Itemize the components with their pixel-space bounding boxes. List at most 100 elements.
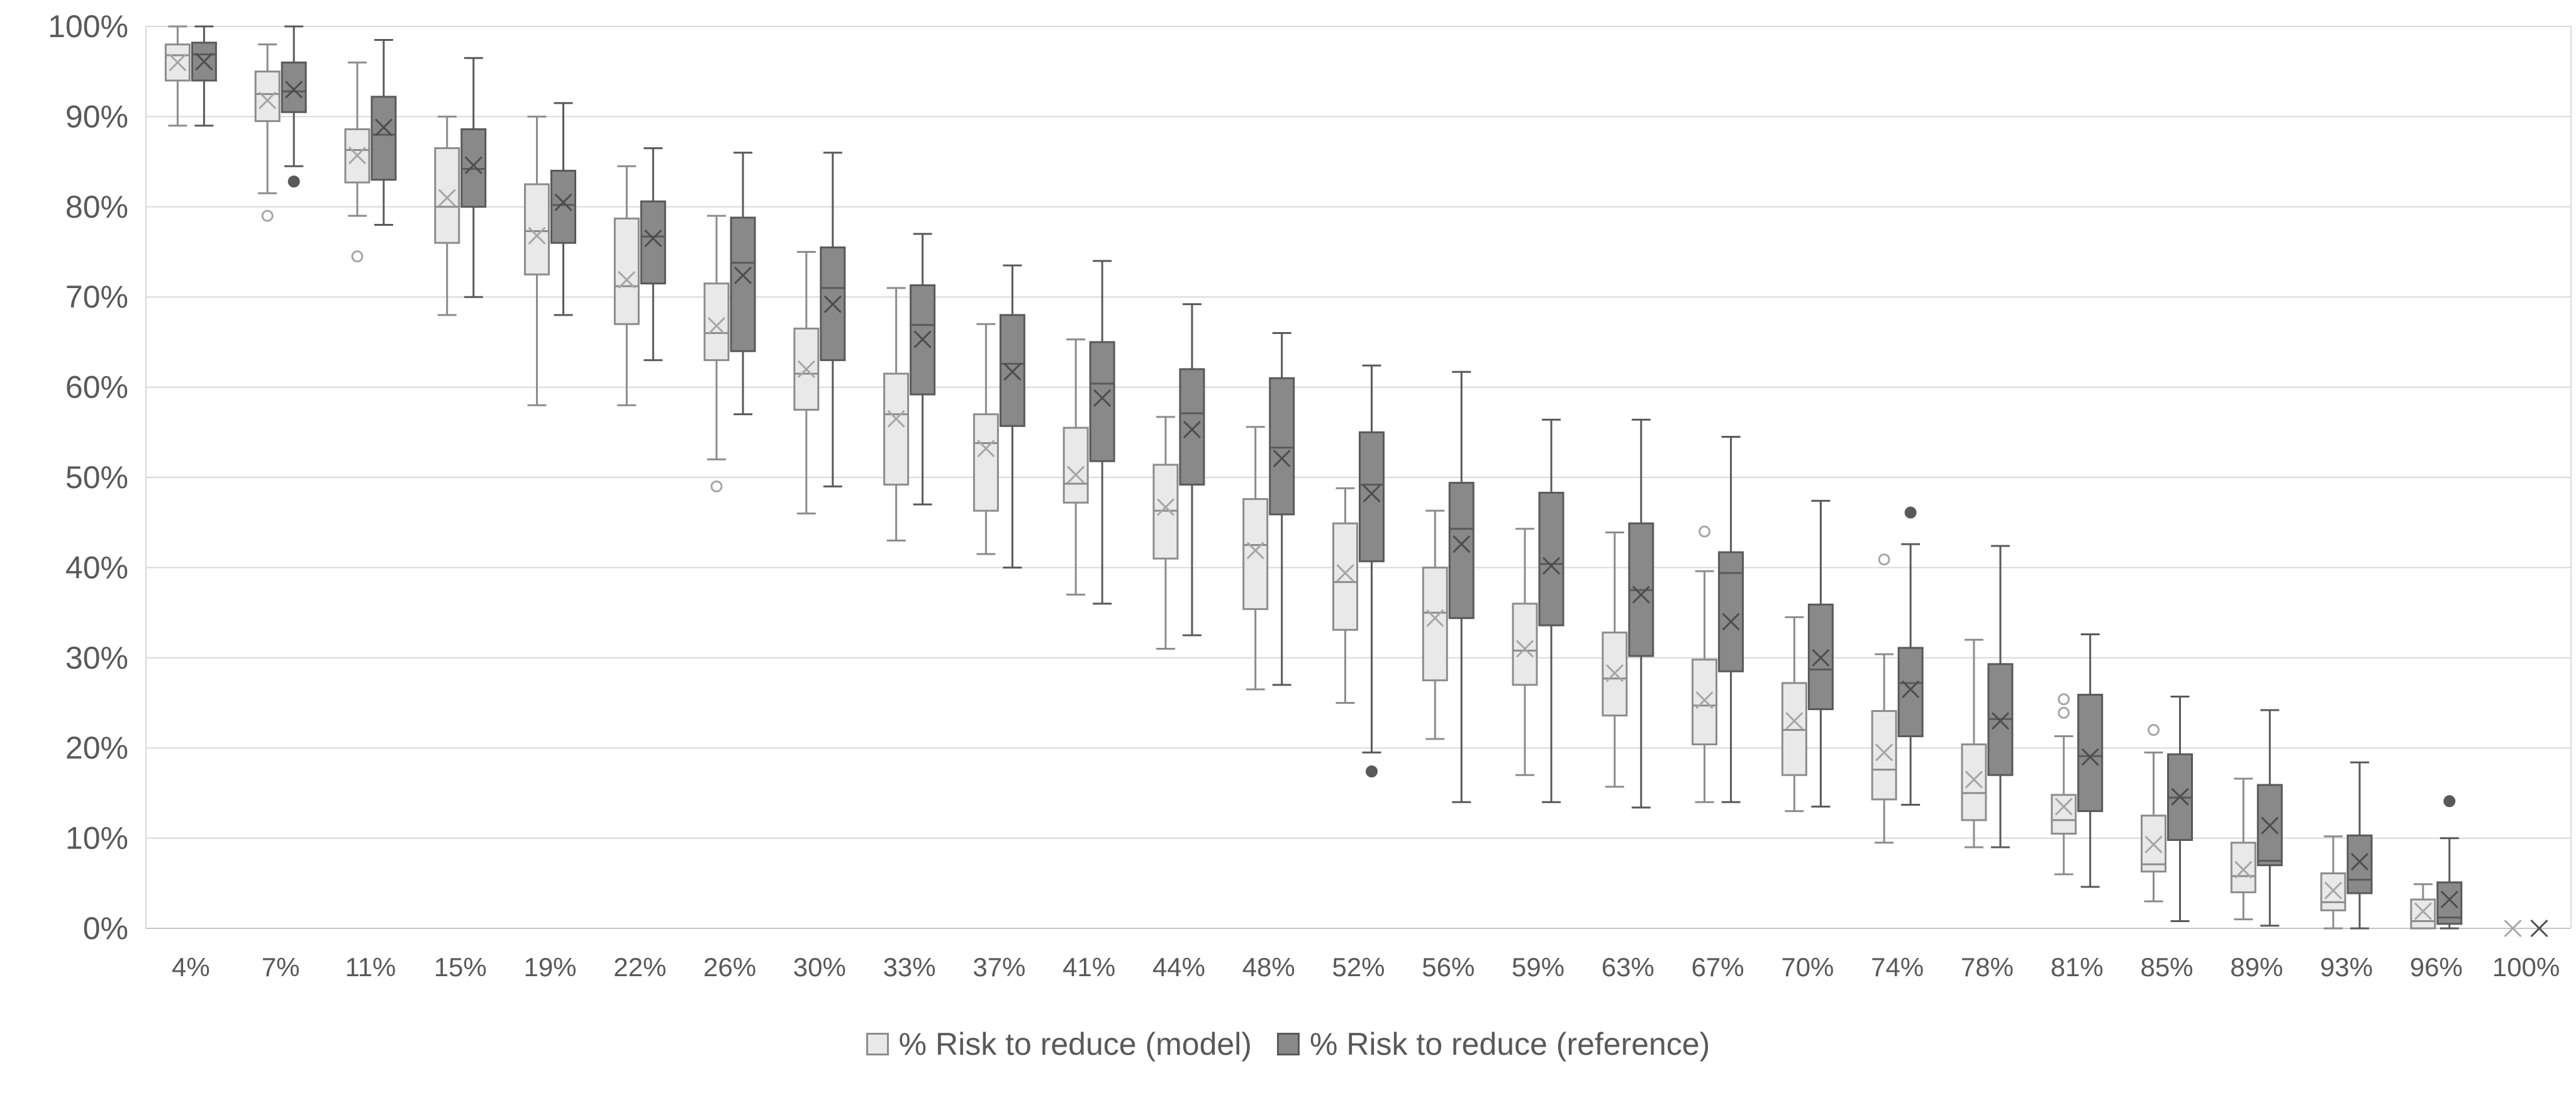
iqr-box <box>1332 522 1358 631</box>
mean-x-icon <box>2504 919 2522 938</box>
box-model-11% <box>344 61 371 263</box>
iqr-box <box>1242 498 1269 610</box>
iqr-box <box>793 327 820 411</box>
mean-x-icon <box>1093 389 1112 407</box>
x-axis-tick-label: 19% <box>523 952 576 982</box>
box-reference-48% <box>1269 332 1295 686</box>
box-reference-4% <box>191 25 217 127</box>
box-model-81% <box>2051 693 2077 876</box>
box-model-67% <box>1692 525 1718 803</box>
mean-x-icon <box>1515 640 1534 658</box>
mean-x-icon <box>528 226 546 245</box>
iqr-box <box>883 372 910 486</box>
box-reference-89% <box>2256 709 2283 927</box>
mean-x-icon <box>1336 564 1354 582</box>
x-axis-tick-label: 85% <box>2140 952 2193 982</box>
mean-x-icon <box>887 409 905 428</box>
mean-x-icon <box>464 156 482 174</box>
box-reference-19% <box>550 102 576 316</box>
iqr-box <box>1602 631 1628 717</box>
mean-x-icon <box>2414 902 2432 920</box>
box-model-78% <box>1961 638 1987 848</box>
box-reference-52% <box>1359 364 1385 777</box>
mean-x-icon <box>1067 465 1085 484</box>
mean-x-icon <box>2530 919 2548 938</box>
y-axis-tick-label: 70% <box>65 279 128 314</box>
mean-x-icon <box>733 266 752 284</box>
mean-x-icon <box>797 360 815 378</box>
x-axis-tick-label: 70% <box>1781 952 1834 982</box>
iqr-box <box>613 217 640 325</box>
box-reference-85% <box>2167 695 2193 923</box>
x-axis-tick-label: 4% <box>172 952 210 982</box>
x-axis-tick-label: 22% <box>613 952 666 982</box>
box-reference-56% <box>1448 370 1475 803</box>
iqr-box <box>524 183 550 275</box>
mean-x-icon <box>618 270 636 289</box>
iqr-box <box>1512 603 1538 686</box>
box-reference-44% <box>1179 303 1205 637</box>
mean-x-icon <box>1965 770 1983 789</box>
legend-item-reference: % Risk to reduce (reference) <box>1276 1026 1710 1062</box>
iqr-box <box>550 169 576 244</box>
mean-x-icon <box>374 118 393 136</box>
mean-x-icon <box>1542 557 1561 575</box>
box-model-56% <box>1422 509 1448 740</box>
box-reference-67% <box>1718 435 1744 803</box>
legend-item-model: % Risk to reduce (model) <box>866 1026 1252 1062</box>
box-model-100% <box>2504 919 2522 938</box>
x-axis-tick-label: 63% <box>1602 952 1654 982</box>
mean-x-icon <box>644 229 662 248</box>
x-axis-tick-label: 81% <box>2051 952 2104 982</box>
outlier-point <box>1366 765 1378 777</box>
x-axis-tick-label: 89% <box>2230 952 2283 982</box>
box-reference-11% <box>371 39 397 226</box>
series-reference <box>191 25 2548 938</box>
series-model <box>164 25 2522 938</box>
x-axis-tick-label: 7% <box>262 952 300 982</box>
mean-x-icon <box>1902 680 1920 699</box>
mean-x-icon <box>259 91 277 109</box>
box-model-22% <box>613 165 640 406</box>
mean-x-icon <box>1785 712 1804 730</box>
box-reference-15% <box>460 57 487 298</box>
outlier-point <box>351 250 364 263</box>
mean-x-icon <box>1812 648 1830 667</box>
box-model-52% <box>1332 487 1358 704</box>
x-axis-tick-label: 33% <box>883 952 936 982</box>
box-model-59% <box>1512 528 1538 776</box>
x-axis-tick-label: 74% <box>1871 952 1924 982</box>
y-axis-tick-label: 40% <box>65 550 128 585</box>
gridlines <box>145 26 2572 929</box>
outlier-point <box>261 209 274 222</box>
legend-swatch-model-icon <box>866 1033 889 1055</box>
iqr-box <box>2230 842 2256 894</box>
box-reference-22% <box>640 147 666 362</box>
box-reference-78% <box>1987 545 2014 848</box>
outlier-point <box>2058 693 2070 706</box>
iqr-box <box>1871 709 1897 801</box>
box-reference-93% <box>2346 761 2373 930</box>
box-reference-41% <box>1089 260 1115 605</box>
legend-swatch-reference-icon <box>1276 1033 1300 1055</box>
mean-x-icon <box>2261 816 2279 835</box>
mean-x-icon <box>1452 535 1471 554</box>
iqr-box <box>1692 659 1718 745</box>
y-axis-tick-label: 20% <box>65 730 128 765</box>
x-axis-tick-label: 100% <box>2492 952 2560 982</box>
outlier-point <box>1698 525 1711 538</box>
iqr-box <box>1089 341 1115 462</box>
box-model-7% <box>254 43 281 222</box>
box-reference-59% <box>1538 418 1564 803</box>
mean-x-icon <box>438 189 456 207</box>
box-reference-63% <box>1628 418 1654 809</box>
outlier-point <box>287 175 300 188</box>
x-axis-tick-label: 37% <box>973 952 1025 982</box>
mean-x-icon <box>2350 852 2369 871</box>
box-model-93% <box>2320 835 2346 930</box>
mean-x-icon <box>2171 787 2189 806</box>
box-model-33% <box>883 287 910 542</box>
mean-x-icon <box>1426 609 1444 627</box>
box-model-48% <box>1242 426 1269 691</box>
